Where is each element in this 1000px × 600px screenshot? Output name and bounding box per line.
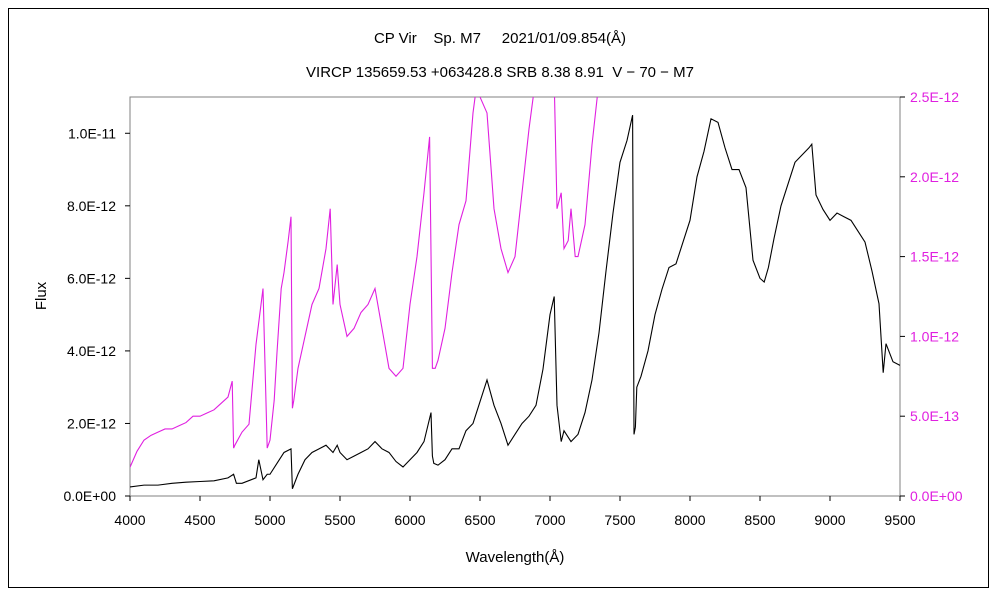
x-tick-label: 6000 <box>394 512 425 528</box>
x-tick-label: 5000 <box>254 512 285 528</box>
y-right-tick-label: 0.0E+00 <box>910 488 963 504</box>
x-tick-label: 9000 <box>814 512 845 528</box>
chart-title: CP Vir Sp. M7 2021/01/09.854(Å) <box>373 30 627 47</box>
x-tick-label: 5500 <box>324 512 355 528</box>
y-left-tick-label: 6.0E-12 <box>67 270 116 286</box>
series-line-magenta <box>130 97 598 468</box>
y-axis-right: 0.0E+00 5.0E-13 1.0E-12 1.5E-12 2.0E-12 2.5E-… <box>900 89 963 504</box>
x-tick-label: 4500 <box>184 512 215 528</box>
y-left-tick-label: 1.0E-11 <box>68 125 116 141</box>
y-left-tick-label: 2.0E-12 <box>67 415 116 431</box>
x-tick-label: 9500 <box>884 512 915 528</box>
y-axis-label: Flux <box>33 281 50 310</box>
series-line-black <box>130 115 900 489</box>
plot-area <box>129 96 901 497</box>
y-right-tick-label: 2.0E-12 <box>910 169 959 185</box>
y-left-tick-label: 0.0E+00 <box>63 488 116 504</box>
y-right-tick-label: 5.0E-13 <box>910 408 959 424</box>
y-right-tick-label: 2.5E-12 <box>910 89 959 105</box>
chart-frame <box>8 8 989 588</box>
y-left-tick-label: 8.0E-12 <box>67 198 116 214</box>
x-axis: 4000 4500 5000 5500 6000 6500 7000 7500 8000 8500… <box>114 496 916 528</box>
x-tick-label: 7000 <box>534 512 565 528</box>
y-left-tick-label: 4.0E-12 <box>67 343 116 359</box>
x-tick-label: 6500 <box>464 512 495 528</box>
x-axis-label: Wavelength(Å) <box>466 549 565 566</box>
y-right-tick-label: 1.5E-12 <box>910 249 959 265</box>
y-right-tick-label: 1.0E-12 <box>910 328 959 344</box>
chart-subtitle: VIRCP 135659.53 +063428.8 SRB 8.38 8.91 … <box>306 64 694 81</box>
x-tick-label: 4000 <box>114 512 145 528</box>
x-tick-label: 7500 <box>604 512 635 528</box>
y-axis-left: 0.0E+00 2.0E-12 4.0E-12 6.0E-12 8.0E-12 1.0E-… <box>63 125 130 504</box>
series-group <box>130 97 900 489</box>
x-tick-label: 8500 <box>744 512 775 528</box>
x-tick-label: 8000 <box>674 512 705 528</box>
